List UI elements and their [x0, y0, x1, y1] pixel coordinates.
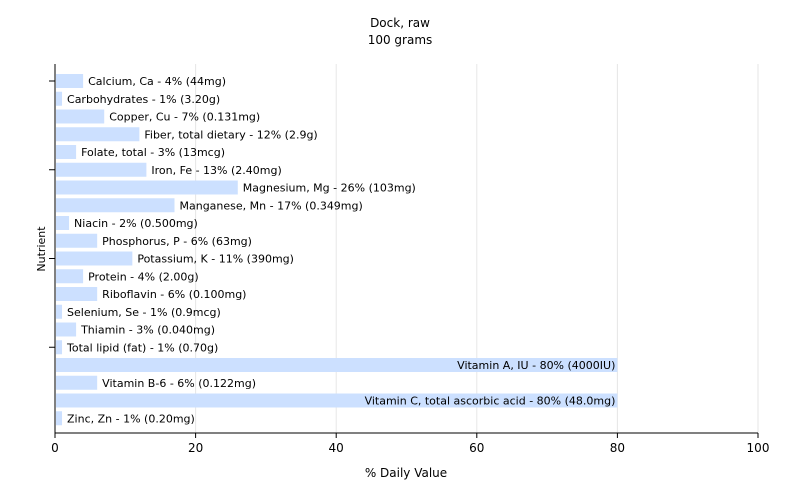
bar	[56, 358, 618, 372]
bar	[56, 145, 77, 159]
bar	[56, 393, 618, 408]
bar	[56, 269, 84, 284]
bar	[56, 216, 70, 230]
chart-subtitle: 100 grams	[368, 33, 433, 47]
bar	[56, 340, 63, 355]
bars: Calcium, Ca - 4% (44mg) Carbohydrates - 1…	[56, 74, 618, 426]
bar	[56, 162, 147, 177]
bar-label: Fiber, total dietary - 12% (2.9g)	[144, 128, 317, 141]
y-axis-label: Nutrient	[35, 226, 48, 272]
bar	[56, 109, 105, 124]
bar-label: Carbohydrates - 1% (3.20g)	[67, 93, 220, 106]
bar	[56, 251, 133, 266]
x-tick-label: 20	[188, 441, 203, 455]
bar-label: Folate, total - 3% (13mcg)	[81, 146, 225, 159]
bar	[56, 304, 63, 319]
bar-label: Thiamin - 3% (0.040mg)	[80, 324, 215, 337]
bar	[56, 322, 77, 337]
x-tick-label: 60	[469, 441, 484, 455]
bar-label: Calcium, Ca - 4% (44mg)	[88, 75, 226, 88]
bar-label: Copper, Cu - 7% (0.131mg)	[109, 111, 260, 124]
x-tick-label: 0	[51, 441, 59, 455]
bar-label: Zinc, Zn - 1% (0.20mg)	[67, 412, 195, 425]
bar	[56, 180, 238, 195]
bar	[56, 411, 63, 426]
bar-label: Total lipid (fat) - 1% (0.70g)	[66, 341, 218, 354]
x-tick-label: 100	[747, 441, 770, 455]
x-tick-label: 40	[329, 441, 344, 455]
bar	[56, 91, 63, 106]
chart-title: Dock, raw	[370, 16, 430, 30]
bar	[56, 74, 84, 88]
bar-label: Iron, Fe - 13% (2.40mg)	[151, 164, 281, 177]
bar-label: Vitamin A, IU - 80% (4000IU)	[457, 359, 615, 372]
axes: 0 20 40 60 80 100	[49, 64, 769, 455]
bar-label: Protein - 4% (2.00g)	[88, 270, 199, 283]
x-axis-label: % Daily Value	[365, 466, 447, 480]
bar-label: Riboflavin - 6% (0.100mg)	[102, 288, 246, 301]
bar-label: Niacin - 2% (0.500mg)	[74, 217, 198, 230]
bar	[56, 375, 98, 390]
bar-label: Potassium, K - 11% (390mg)	[137, 253, 294, 266]
bar-label: Vitamin B-6 - 6% (0.122mg)	[102, 377, 256, 390]
bar-label: Vitamin C, total ascorbic acid - 80% (48…	[365, 395, 616, 408]
bar	[56, 233, 98, 248]
bar-label: Magnesium, Mg - 26% (103mg)	[243, 182, 416, 195]
x-tick-label: 80	[610, 441, 625, 455]
bar-label: Manganese, Mn - 17% (0.349mg)	[180, 199, 363, 212]
bar-label: Selenium, Se - 1% (0.9mcg)	[67, 306, 221, 319]
bar	[56, 127, 140, 142]
bar	[56, 198, 175, 213]
bar-label: Phosphorus, P - 6% (63mg)	[102, 235, 252, 248]
bar	[56, 287, 98, 301]
